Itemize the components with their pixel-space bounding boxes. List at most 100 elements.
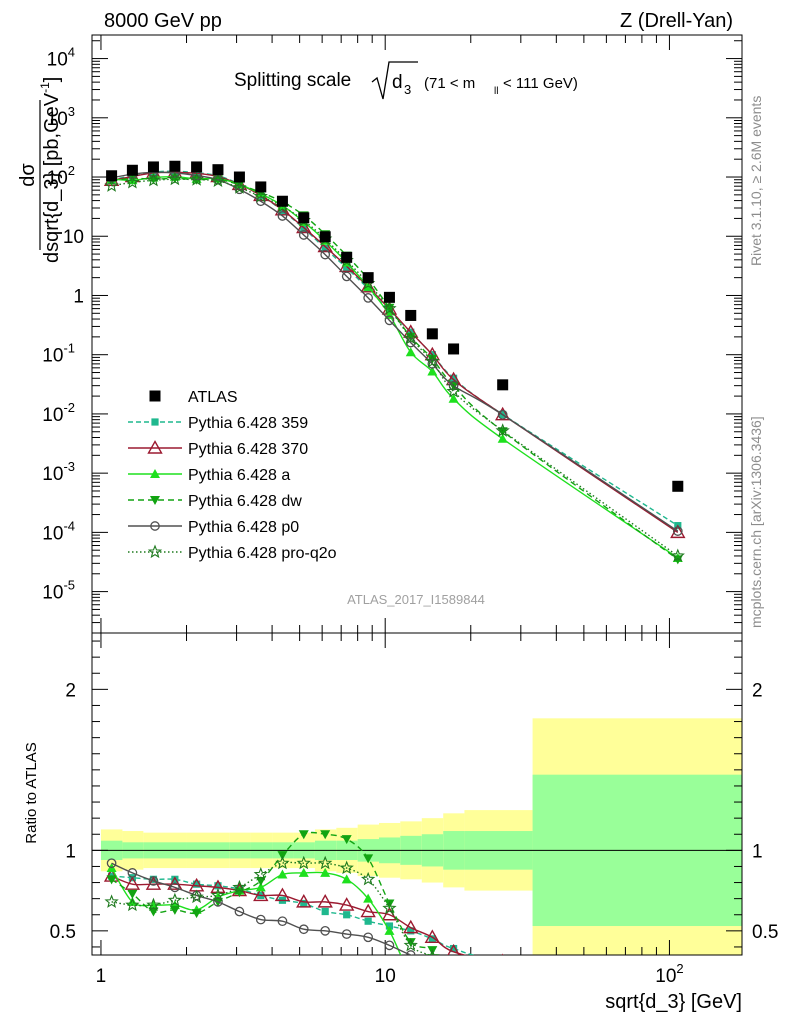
y-tick-label-top: 10-2 bbox=[42, 400, 75, 426]
point-triangle-open bbox=[447, 943, 460, 955]
ylabel-denominator: dsqrt{d_3} [pb,GeV-1] bbox=[38, 77, 63, 263]
point-star bbox=[495, 423, 510, 437]
point-square bbox=[151, 418, 159, 426]
point-star bbox=[275, 855, 290, 870]
point-square bbox=[407, 927, 415, 935]
point-triangle-down bbox=[106, 875, 117, 885]
point-circle-open bbox=[363, 932, 374, 943]
point-star bbox=[382, 301, 397, 315]
y-tick-label-top: 104 bbox=[47, 45, 75, 71]
y-tick-label-top: 10-1 bbox=[42, 341, 75, 367]
point-square bbox=[171, 875, 179, 883]
point-star bbox=[446, 383, 461, 398]
data-point bbox=[497, 379, 509, 391]
point-triangle bbox=[255, 882, 266, 892]
point-triangle-open bbox=[494, 406, 511, 421]
ratio-line bbox=[111, 861, 431, 955]
legend-item: Pythia 6.428 dw bbox=[128, 493, 302, 510]
point-star bbox=[167, 892, 183, 907]
point-star bbox=[425, 949, 440, 955]
point-triangle-open bbox=[338, 897, 355, 911]
point-circle-open bbox=[170, 882, 180, 893]
point-circle-open bbox=[427, 359, 438, 369]
legend-item: ATLAS bbox=[149, 389, 238, 406]
legend-item: Pythia 6.428 p0 bbox=[128, 519, 299, 536]
title-range-sub: ll bbox=[494, 86, 498, 97]
point-star bbox=[339, 860, 354, 875]
data-point bbox=[341, 251, 353, 263]
point-triangle bbox=[363, 893, 374, 903]
point-triangle-open bbox=[424, 929, 441, 943]
point-star bbox=[403, 937, 418, 952]
ratio-panel-frame bbox=[91, 632, 743, 956]
y-tick-label-ratio: 2 bbox=[65, 680, 76, 701]
y-tick-label-ratio-right: 1 bbox=[752, 841, 763, 862]
data-point bbox=[191, 161, 203, 173]
header-left: 8000 GeV pp bbox=[104, 10, 222, 32]
point-triangle-down bbox=[449, 969, 459, 978]
y-tick-label-top: 10-5 bbox=[42, 578, 75, 604]
x-tick-label: 102 bbox=[655, 961, 683, 987]
data-point bbox=[298, 212, 310, 224]
point-star bbox=[361, 871, 376, 886]
data-point bbox=[448, 343, 460, 355]
point-triangle-open bbox=[670, 524, 686, 539]
point-star bbox=[448, 965, 459, 976]
point-triangle bbox=[384, 925, 395, 935]
legend-label: Pythia 6.428 pro-q2o bbox=[188, 545, 337, 562]
data-point bbox=[276, 195, 288, 207]
point-triangle-down bbox=[148, 175, 159, 185]
point-star bbox=[232, 879, 247, 894]
data-point bbox=[233, 171, 245, 183]
point-triangle-down bbox=[277, 851, 288, 861]
point-circle-open bbox=[277, 916, 288, 927]
point-star bbox=[125, 897, 140, 912]
point-triangle-open bbox=[501, 953, 504, 955]
legend-item: Pythia 6.428 a bbox=[128, 467, 290, 484]
point-circle-open bbox=[148, 876, 159, 886]
point-square bbox=[343, 911, 351, 919]
y-tick-label-ratio-right: 2 bbox=[752, 680, 763, 701]
data-point bbox=[106, 170, 118, 182]
atlas-data-points bbox=[106, 160, 684, 492]
point-triangle-open bbox=[147, 440, 163, 454]
legend-label: Pythia 6.428 370 bbox=[188, 441, 308, 458]
data-point bbox=[212, 164, 224, 176]
point-square bbox=[428, 935, 436, 943]
point-circle-open bbox=[298, 230, 309, 240]
data-point bbox=[126, 164, 138, 176]
point-circle-open bbox=[277, 211, 288, 221]
title-sqrt-sign bbox=[371, 61, 418, 100]
point-circle-open bbox=[405, 337, 416, 348]
y-tick-label-top: 103 bbox=[47, 104, 75, 130]
legend-label: Pythia 6.428 359 bbox=[188, 415, 308, 432]
series-ratio bbox=[103, 830, 506, 978]
point-triangle-open bbox=[167, 876, 183, 890]
point-circle-open bbox=[234, 184, 245, 195]
header-right: Z (Drell-Yan) bbox=[620, 10, 733, 32]
data-point bbox=[672, 480, 684, 492]
point-triangle bbox=[341, 874, 352, 884]
axis-ticks bbox=[92, 35, 742, 955]
point-triangle-down bbox=[127, 889, 138, 899]
point-triangle-open bbox=[317, 238, 333, 253]
point-circle-open bbox=[405, 950, 416, 955]
ylabel-numerator: dσ bbox=[17, 163, 39, 187]
point-circle-open bbox=[498, 957, 506, 965]
data-point bbox=[147, 161, 159, 173]
point-triangle-open bbox=[381, 906, 398, 921]
point-star bbox=[318, 855, 333, 870]
data-point bbox=[362, 272, 374, 284]
point-square bbox=[149, 875, 158, 883]
point-square bbox=[214, 882, 222, 890]
point-star bbox=[146, 897, 161, 912]
point-square bbox=[321, 244, 329, 253]
series-ratio-star bbox=[104, 855, 459, 976]
point-triangle-open bbox=[274, 887, 291, 902]
y-tick-label-top: 10 bbox=[63, 227, 84, 248]
series-line bbox=[111, 178, 679, 557]
legend-item: Pythia 6.428 359 bbox=[128, 415, 308, 432]
point-square bbox=[449, 374, 458, 382]
point-circle-open bbox=[449, 969, 457, 977]
